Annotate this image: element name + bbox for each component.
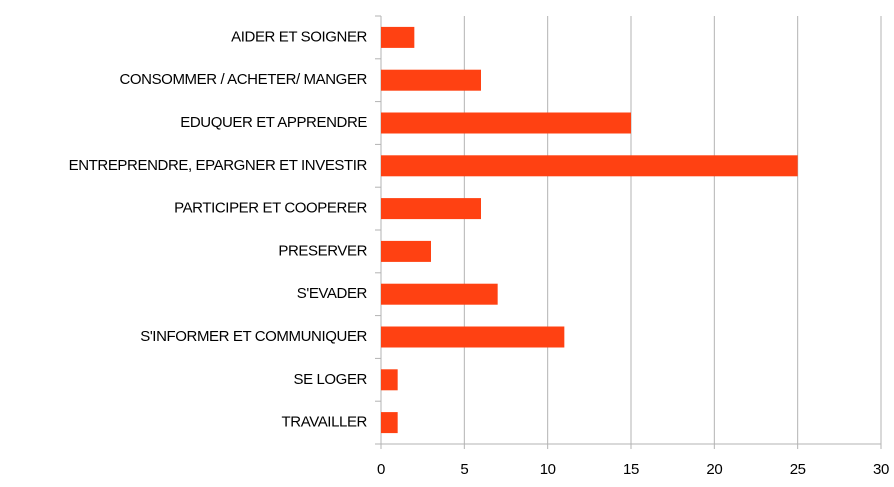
bar bbox=[381, 69, 481, 91]
bar bbox=[381, 26, 415, 48]
x-tick-label: 20 bbox=[706, 461, 722, 478]
x-tick-label: 25 bbox=[790, 461, 806, 478]
y-tick-label: S'INFORMER ET COMMUNIQUER bbox=[140, 328, 367, 345]
x-tick-label: 10 bbox=[540, 461, 556, 478]
bar bbox=[381, 369, 398, 391]
y-tick-label: AIDER ET SOIGNER bbox=[231, 28, 367, 45]
bar bbox=[381, 112, 631, 134]
x-tick-label: 0 bbox=[377, 461, 385, 478]
x-tick-label: 5 bbox=[460, 461, 468, 478]
y-tick-label: PRESERVER bbox=[278, 242, 367, 259]
bar bbox=[381, 155, 798, 177]
bar bbox=[381, 412, 398, 434]
y-tick-label: CONSOMMER / ACHETER/ MANGER bbox=[119, 71, 367, 88]
bar bbox=[381, 283, 498, 305]
bar bbox=[381, 240, 431, 262]
y-tick-label: PARTICIPER ET COOPERER bbox=[174, 200, 367, 217]
y-tick-label: EDUQUER ET APPRENDRE bbox=[180, 114, 367, 131]
y-tick-label: S'EVADER bbox=[297, 285, 368, 302]
bar bbox=[381, 326, 565, 348]
y-tick-label: ENTREPRENDRE, EPARGNER ET INVESTIR bbox=[69, 157, 368, 174]
y-tick-label: SE LOGER bbox=[294, 371, 368, 388]
bar bbox=[381, 198, 481, 220]
y-tick-label: TRAVAILLER bbox=[282, 414, 368, 431]
x-tick-label: 15 bbox=[623, 461, 639, 478]
x-tick-label: 30 bbox=[873, 461, 889, 478]
